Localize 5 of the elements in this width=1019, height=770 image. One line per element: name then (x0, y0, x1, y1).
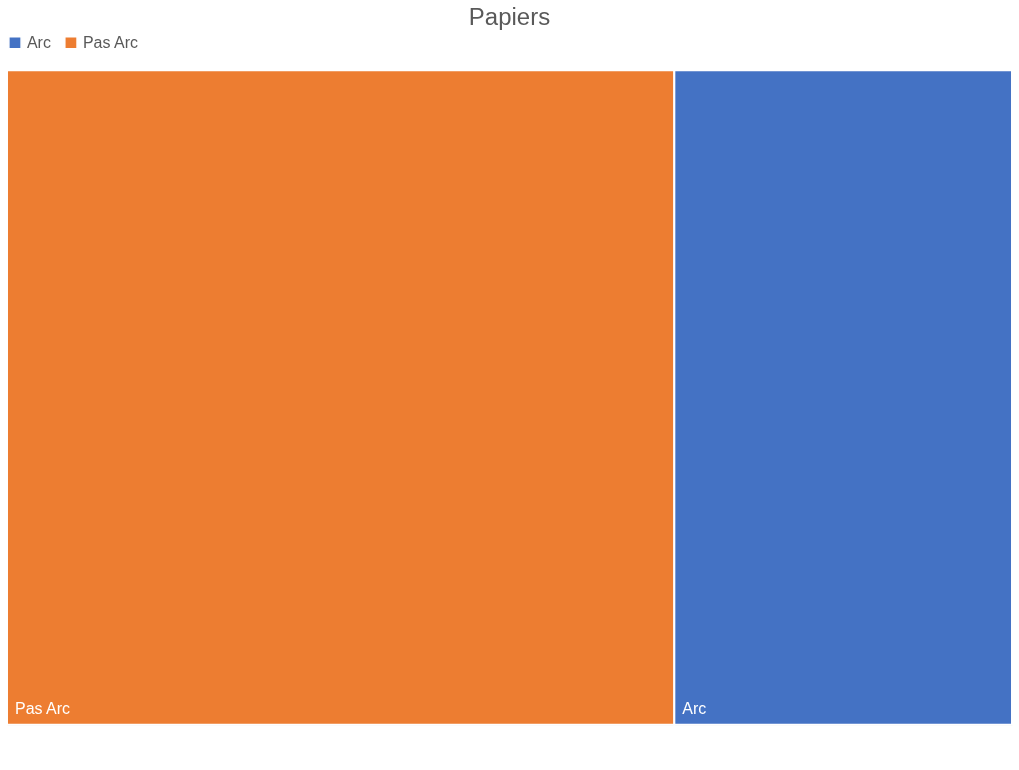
legend-label: Arc (26, 33, 51, 51)
text: Arc (682, 699, 707, 717)
chart-title: Papiers (468, 3, 551, 31)
legend-label: Pas Arc (82, 33, 138, 51)
text: Pas Arc (14, 699, 71, 717)
